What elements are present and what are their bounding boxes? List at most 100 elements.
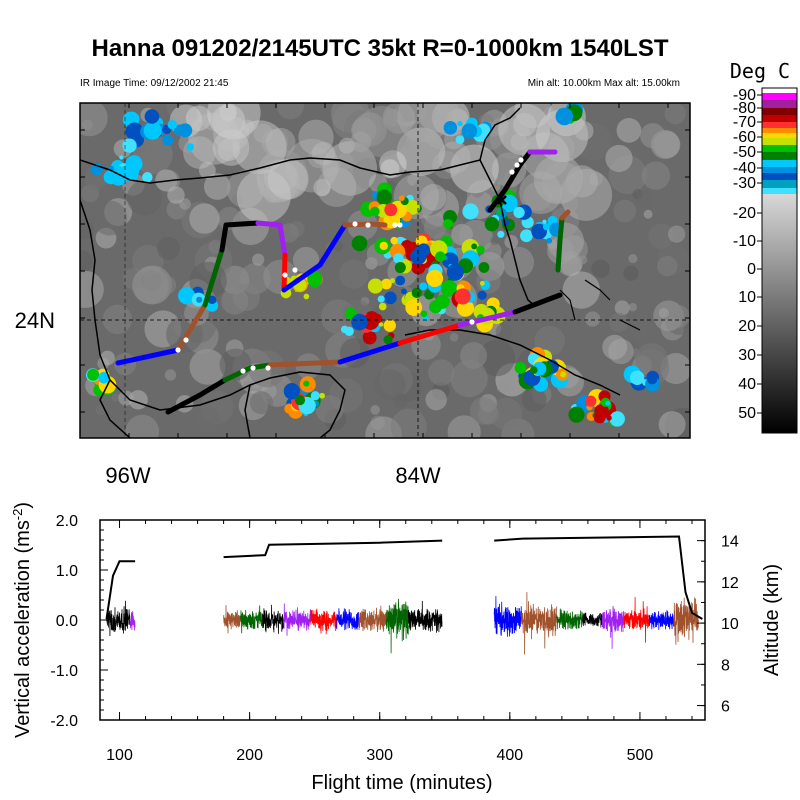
colorbar-band	[762, 115, 797, 122]
colorbar-label: 30	[738, 347, 756, 364]
storm-center-icon	[497, 195, 507, 205]
flight-track-segment	[512, 292, 563, 315]
flight-track-segment	[267, 359, 343, 368]
acceleration-trace-purple	[601, 605, 625, 649]
colorbar-label: -40	[733, 160, 756, 177]
acceleration-trace-black	[106, 600, 131, 637]
central-america-coastline	[99, 379, 251, 438]
flight-track-segment	[457, 309, 518, 328]
ir-satellite-map: 96W 84W 24N	[15, 102, 691, 488]
acceleration-trace-blue	[336, 608, 360, 631]
x-tick-label: 200	[236, 747, 263, 764]
altitude-line	[494, 535, 703, 620]
colorbar-band	[762, 133, 797, 138]
flight-track-segment	[342, 221, 388, 228]
track-marker	[250, 365, 256, 371]
colorbar-label: 50	[738, 405, 756, 422]
mexico-coastline	[80, 199, 346, 438]
colorbar-label: -80	[733, 100, 756, 117]
colorbar-band	[762, 108, 797, 115]
colorbar-band	[762, 100, 797, 108]
track-marker	[397, 222, 403, 228]
colorbar-label: -90	[733, 87, 756, 104]
flight-track-segment	[222, 362, 273, 383]
altitude-series	[105, 535, 703, 620]
track-marker	[292, 267, 298, 273]
colorbar-band	[762, 180, 797, 188]
x-axis-label: Flight time (minutes)	[311, 772, 492, 794]
track-marker	[240, 368, 246, 374]
y-tick-label-right: 14	[721, 534, 739, 551]
acceleration-trace-blue	[493, 596, 522, 637]
colorbar-band	[762, 93, 797, 100]
colorbar-band	[762, 138, 797, 145]
map-ticks	[79, 103, 690, 438]
ir-image-time: IR Image Time: 09/12/2002 21:45	[80, 78, 229, 89]
y-tick-label-left: 1.0	[56, 563, 78, 580]
flight-track-segment	[165, 377, 228, 415]
lon-label-84w: 84W	[395, 463, 440, 488]
colorbar-gradient	[762, 194, 797, 433]
track-marker	[282, 272, 288, 278]
y-tick-label-left: -2.0	[50, 713, 78, 730]
colorbar-label: 10	[738, 289, 756, 306]
flight-track-segment	[202, 247, 225, 308]
colorbar-label: 20	[738, 318, 756, 335]
flight-track-segment	[317, 222, 348, 268]
colorbar-label: -10	[733, 233, 756, 250]
flight-track-segment	[175, 302, 208, 353]
track-marker	[183, 337, 189, 343]
y-axis-label-left: Vertical acceleration (ms-2)	[10, 502, 34, 738]
colorbar-band	[762, 173, 797, 180]
track-marker	[518, 157, 524, 163]
acceleration-trace-brown	[673, 597, 699, 645]
flight-track-segment	[115, 347, 181, 366]
colorbar-band	[762, 152, 797, 160]
acceleration-trace-red	[623, 597, 650, 643]
y-tick-label-right: 6	[721, 699, 730, 716]
colorbar-band	[762, 188, 797, 194]
colorbar-title: Deg C	[730, 59, 790, 83]
colorbar-band	[762, 122, 797, 128]
acceleration-trace-red	[310, 608, 338, 635]
gulf-coastline	[80, 157, 536, 307]
y-tick-label-right: 12	[721, 575, 739, 592]
y-tick-label-left: 2.0	[56, 513, 78, 530]
colorbar-label: -50	[733, 144, 756, 161]
y-tick-label-right: 8	[721, 657, 730, 674]
flight-track-segment	[555, 215, 565, 273]
x-tick-label: 100	[106, 747, 133, 764]
track-marker	[392, 222, 398, 228]
acceleration-trace-purple	[129, 610, 136, 631]
x-tick-label: 300	[366, 747, 393, 764]
acceleration-trace-green	[385, 598, 409, 654]
east-coastline	[479, 107, 521, 161]
cloud-field	[80, 103, 690, 438]
y-tick-label-left: 0.0	[56, 613, 78, 630]
flight-tracks	[115, 149, 571, 415]
colorbar-band	[762, 145, 797, 152]
acceleration-series	[106, 592, 699, 655]
flight-track-segment	[281, 262, 323, 293]
acceleration-trace-green	[556, 608, 584, 630]
acceleration-trace-purple	[283, 603, 312, 636]
colorbar-label: -20	[733, 205, 756, 222]
y-tick-label-right: 10	[721, 616, 739, 633]
time-series-plot: 100 200 300 400 500 2.0 1.0 0.0 -1.0 -2.0 14 12 10 8 6…	[10, 502, 783, 794]
y-tick-label-left: -1.0	[50, 663, 78, 680]
flight-track-segment	[337, 340, 403, 365]
lat-label-24n: 24N	[15, 308, 55, 333]
plot-ticks: 100 200 300 400 500 2.0 1.0 0.0 -1.0 -2.0 14 12 10 8 6	[50, 513, 738, 764]
acceleration-trace-brown	[358, 605, 387, 633]
acceleration-trace-black	[262, 604, 284, 634]
colorbar-label: -70	[733, 114, 756, 131]
track-marker	[365, 222, 371, 228]
figure-title: Hanna 091202/2145UTC 35kt R=0-1000km 154…	[91, 35, 668, 62]
acceleration-trace-brown	[223, 605, 241, 634]
flight-track-segment	[487, 149, 533, 213]
colorbar-band	[762, 88, 797, 93]
track-marker	[509, 169, 515, 175]
track-marker	[175, 347, 181, 353]
colorbar-band	[762, 167, 797, 173]
